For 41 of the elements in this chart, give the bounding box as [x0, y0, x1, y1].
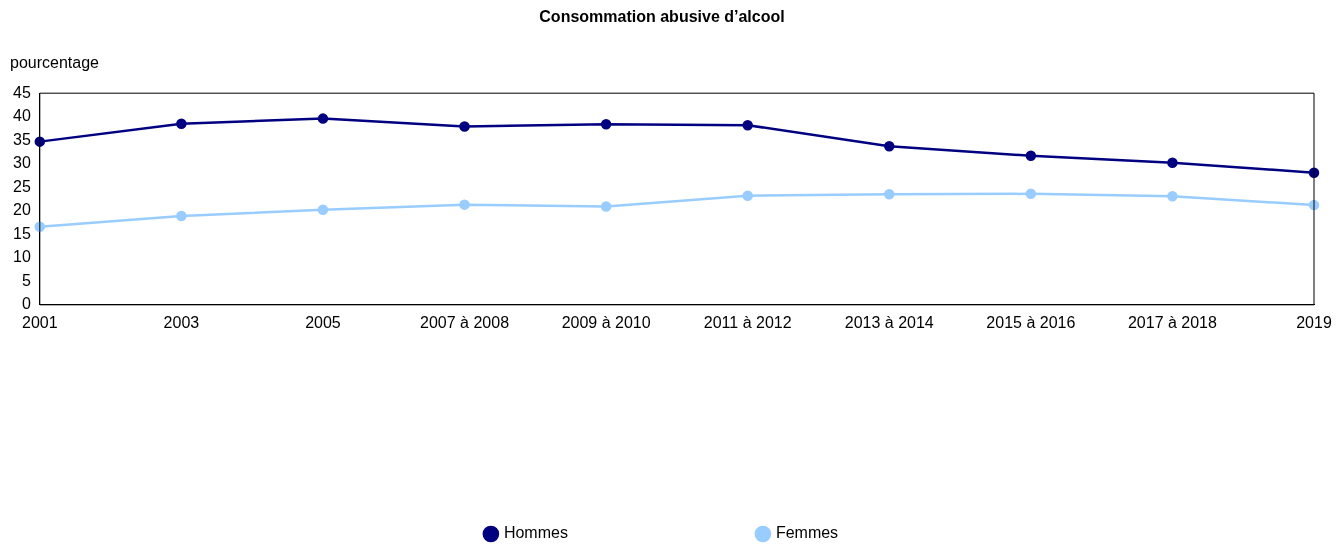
- point: [600, 201, 612, 212]
- x-tick-label: 2015 à 2016: [986, 313, 1076, 331]
- point: [34, 221, 46, 232]
- y-tick-label: 5: [21, 271, 31, 289]
- point: [317, 113, 329, 124]
- point: [1025, 150, 1037, 161]
- point: [1167, 157, 1178, 169]
- point: [1167, 190, 1178, 202]
- chart-title: Consommation abusive d’alcool: [539, 8, 785, 26]
- x-tick-label: 2009 à 2010: [561, 313, 651, 331]
- point: [884, 189, 895, 200]
- x-tick-label: 2001: [22, 313, 58, 331]
- y-tick-label: 25: [13, 177, 31, 195]
- y-tick-label: 45: [13, 83, 31, 101]
- point: [459, 121, 470, 132]
- point: [742, 190, 753, 201]
- x-tick-label: 2017 à 2018: [1127, 313, 1218, 331]
- x-tick-label: 2013 à 2014: [844, 313, 934, 331]
- point: [176, 210, 187, 222]
- y-tick-label: 0: [21, 295, 31, 313]
- y-tick-label: 15: [13, 224, 31, 242]
- point: [1025, 188, 1037, 200]
- y-tick-label: 30: [13, 154, 31, 172]
- x-tick-label: 2003: [163, 313, 200, 331]
- legend-label: Femmes: [775, 524, 839, 542]
- point: [317, 204, 329, 216]
- legend-label: Hommes: [503, 524, 568, 542]
- y-tick-label: 40: [13, 107, 31, 125]
- y-tick-label: 10: [13, 248, 31, 266]
- point: [176, 118, 187, 130]
- point: [459, 199, 470, 210]
- point: [884, 141, 895, 152]
- x-tick-label: 2019: [1296, 313, 1332, 331]
- y-tick-label: 20: [13, 201, 31, 219]
- x-tick-label: 2005: [305, 313, 341, 331]
- x-tick-label: 2011 à 2012: [703, 313, 792, 331]
- y-tick-label: 35: [13, 130, 31, 148]
- point: [742, 119, 753, 131]
- x-tick-label: 2007 à 2008: [420, 313, 510, 331]
- point: [600, 118, 612, 130]
- y-axis-title: pourcentage: [10, 53, 100, 71]
